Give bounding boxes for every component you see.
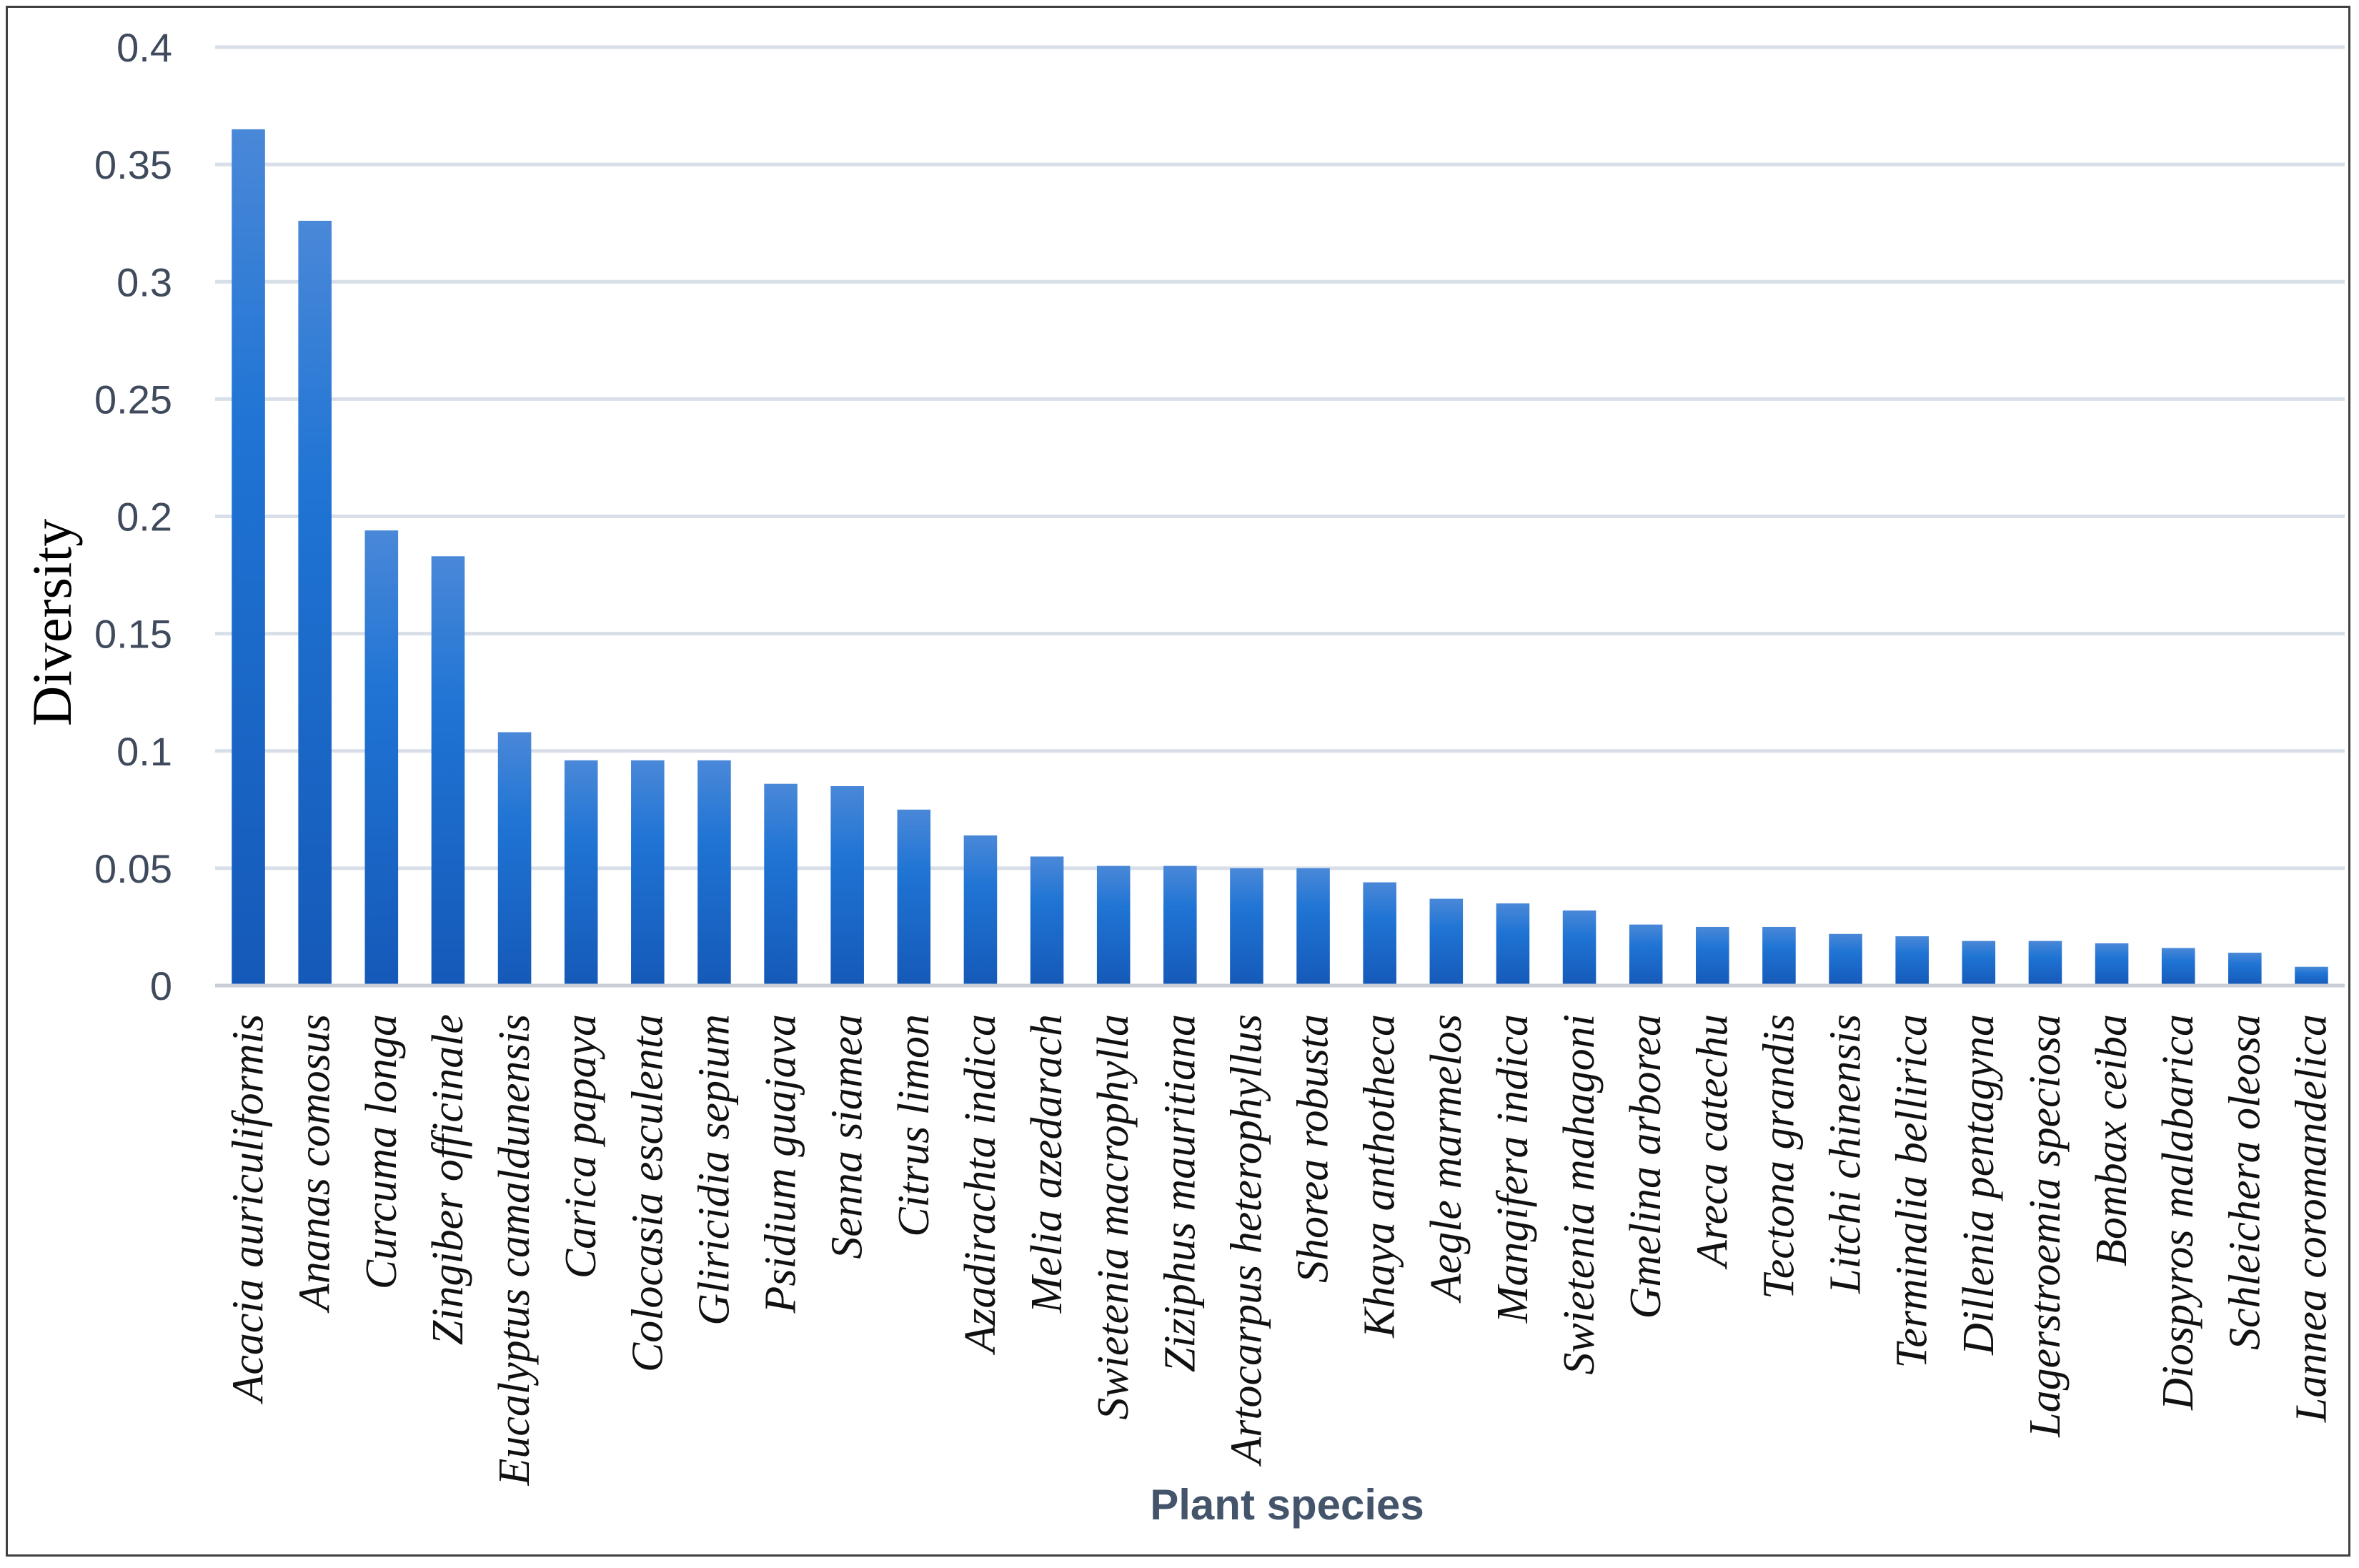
y-tick-label: 0: [150, 963, 172, 1008]
x-tick-label: Mangifera indica: [1489, 1014, 1537, 1324]
bar: [2228, 953, 2262, 986]
x-tick-label: Eucalyptus camaldunensis: [490, 1014, 539, 1487]
x-tick-label: Khaya anthotheca: [1356, 1014, 1404, 1339]
bar: [2028, 941, 2062, 986]
bar: [1230, 868, 1263, 986]
bar: [1629, 924, 1663, 986]
bar-chart: 0 0.05 0.1 0.15 0.2 0.25 0.3 0.35 0.4 Acacia aur…: [21, 25, 2345, 1529]
y-tick-label: 0.05: [94, 846, 172, 891]
x-tick-label: Swietenia mahagoni: [1555, 1014, 1604, 1375]
y-tick-labels: 0 0.05 0.1 0.15 0.2 0.25 0.3 0.35 0.4: [94, 25, 172, 1008]
bar: [1562, 910, 1596, 986]
bars: [232, 129, 2328, 986]
x-tick-label: Colocasia esculenta: [623, 1014, 672, 1372]
bar: [232, 129, 265, 986]
x-tick-label: Melia azedarach: [1023, 1014, 1071, 1314]
x-tick-label: Curcuma longa: [357, 1014, 406, 1289]
bar: [1829, 933, 1862, 986]
y-tick-label: 0.25: [94, 377, 172, 422]
bar: [631, 760, 665, 986]
x-tick-label: Shorea robusta: [1289, 1014, 1338, 1283]
bar: [1962, 941, 1996, 986]
x-tick-label: Ziziphus mauritiana: [1156, 1014, 1204, 1372]
x-tick-label: Zingiber officinale: [424, 1014, 472, 1345]
gridlines: [215, 45, 2345, 870]
bar: [1363, 882, 1396, 986]
x-axis-title: Plant species: [1150, 1481, 1424, 1529]
x-tick-label: Lagerstroemia speciosa: [2021, 1014, 2070, 1438]
x-tick-label: Citrus limon: [890, 1014, 938, 1237]
bar: [2295, 966, 2328, 986]
bar: [1163, 865, 1197, 986]
y-axis-title: Diversity: [21, 519, 83, 726]
y-tick-label: 0.2: [116, 495, 172, 540]
x-tick-label: Senna siamea: [823, 1014, 872, 1259]
x-tick-label: Psidium guajava: [757, 1014, 805, 1314]
bar: [963, 835, 998, 986]
bar: [298, 220, 332, 986]
bar: [764, 783, 798, 986]
x-tick-label: Dillenia pentagyna: [1955, 1014, 2003, 1356]
bar: [2161, 948, 2195, 986]
chart-frame: 0 0.05 0.1 0.15 0.2 0.25 0.3 0.35 0.4 Acacia aur…: [6, 6, 2350, 1557]
x-tick-label: Aegle marmelos: [1422, 1014, 1471, 1304]
y-tick-label: 0.3: [116, 259, 172, 304]
bar: [1496, 903, 1530, 986]
bar: [431, 556, 465, 986]
y-tick-label: 0.1: [116, 729, 172, 774]
bar: [564, 760, 598, 986]
x-tick-label: Gliricidia sepium: [690, 1014, 738, 1326]
x-tick-label: Lannea coromandelica: [2287, 1014, 2335, 1423]
x-tick-label: Gmelina arborea: [1621, 1014, 1670, 1319]
bar: [1296, 868, 1330, 986]
x-tick-label: Bombax ceiba: [2087, 1014, 2136, 1266]
bar: [897, 809, 931, 986]
bar: [497, 732, 532, 986]
x-tick-label: Acacia auriculiformis: [224, 1014, 273, 1404]
bar: [1696, 926, 1729, 986]
x-tick-label: Ananas comosus: [291, 1014, 339, 1314]
x-tick-label: Litchi chinensis: [1822, 1014, 1870, 1294]
y-tick-label: 0.4: [116, 25, 172, 70]
bar: [1895, 936, 1929, 986]
x-tick-label: Carica papaya: [557, 1014, 605, 1279]
bar: [1429, 898, 1464, 986]
bar: [2095, 943, 2129, 986]
x-tick-label: Azadirachta indica: [956, 1014, 1005, 1356]
x-tick-label: Terminalia bellirica: [1888, 1014, 1937, 1368]
bar: [1096, 865, 1131, 986]
bar: [1030, 856, 1064, 986]
x-tick-label: Tectona grandis: [1754, 1014, 1803, 1299]
x-tick-labels: Acacia auriculiformis Ananas comosus Curcu…: [224, 1014, 2336, 1487]
bar: [364, 530, 399, 986]
bar: [1762, 926, 1796, 986]
bar: [697, 760, 731, 986]
x-tick-label: Artocarpus heterophyllus: [1222, 1014, 1271, 1467]
x-tick-label: Diospyros malabarica: [2154, 1014, 2202, 1411]
x-tick-label: Swietenia macrophylla: [1089, 1014, 1138, 1420]
y-tick-label: 0.15: [94, 612, 172, 657]
y-tick-label: 0.35: [94, 142, 172, 187]
x-tick-label: Areca catechu: [1688, 1014, 1737, 1270]
x-tick-label: Schleichera oleosa: [2220, 1014, 2269, 1350]
bar: [830, 785, 864, 986]
